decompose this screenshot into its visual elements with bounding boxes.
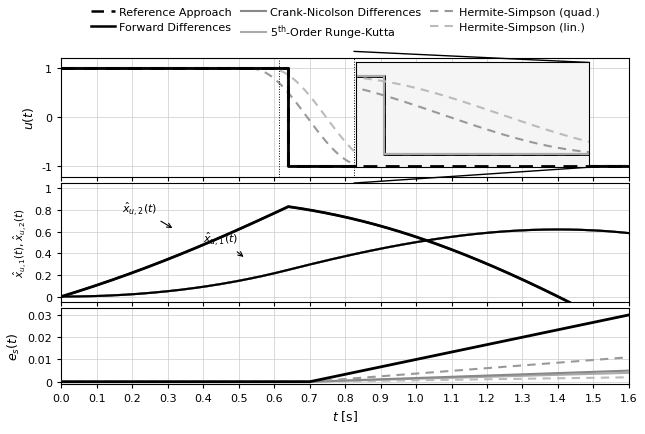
Text: $\hat{x}_{u,2}(t)$: $\hat{x}_{u,2}(t)$ [121, 200, 172, 228]
Y-axis label: $e_s(t)$: $e_s(t)$ [6, 332, 22, 360]
Legend: Reference Approach, Forward Differences, Crank-Nicolson Differences, 5$^{\mathsf: Reference Approach, Forward Differences,… [88, 6, 602, 44]
Text: $\hat{x}_{u,1}(t)$: $\hat{x}_{u,1}(t)$ [203, 230, 243, 256]
Y-axis label: $\hat{x}_{u,1}(t),\hat{x}_{u,2}(t)$: $\hat{x}_{u,1}(t),\hat{x}_{u,2}(t)$ [12, 208, 29, 278]
Y-axis label: $u(t)$: $u(t)$ [21, 106, 35, 130]
Bar [279, 52, 354, 184]
X-axis label: $t$ [s]: $t$ [s] [332, 409, 358, 424]
